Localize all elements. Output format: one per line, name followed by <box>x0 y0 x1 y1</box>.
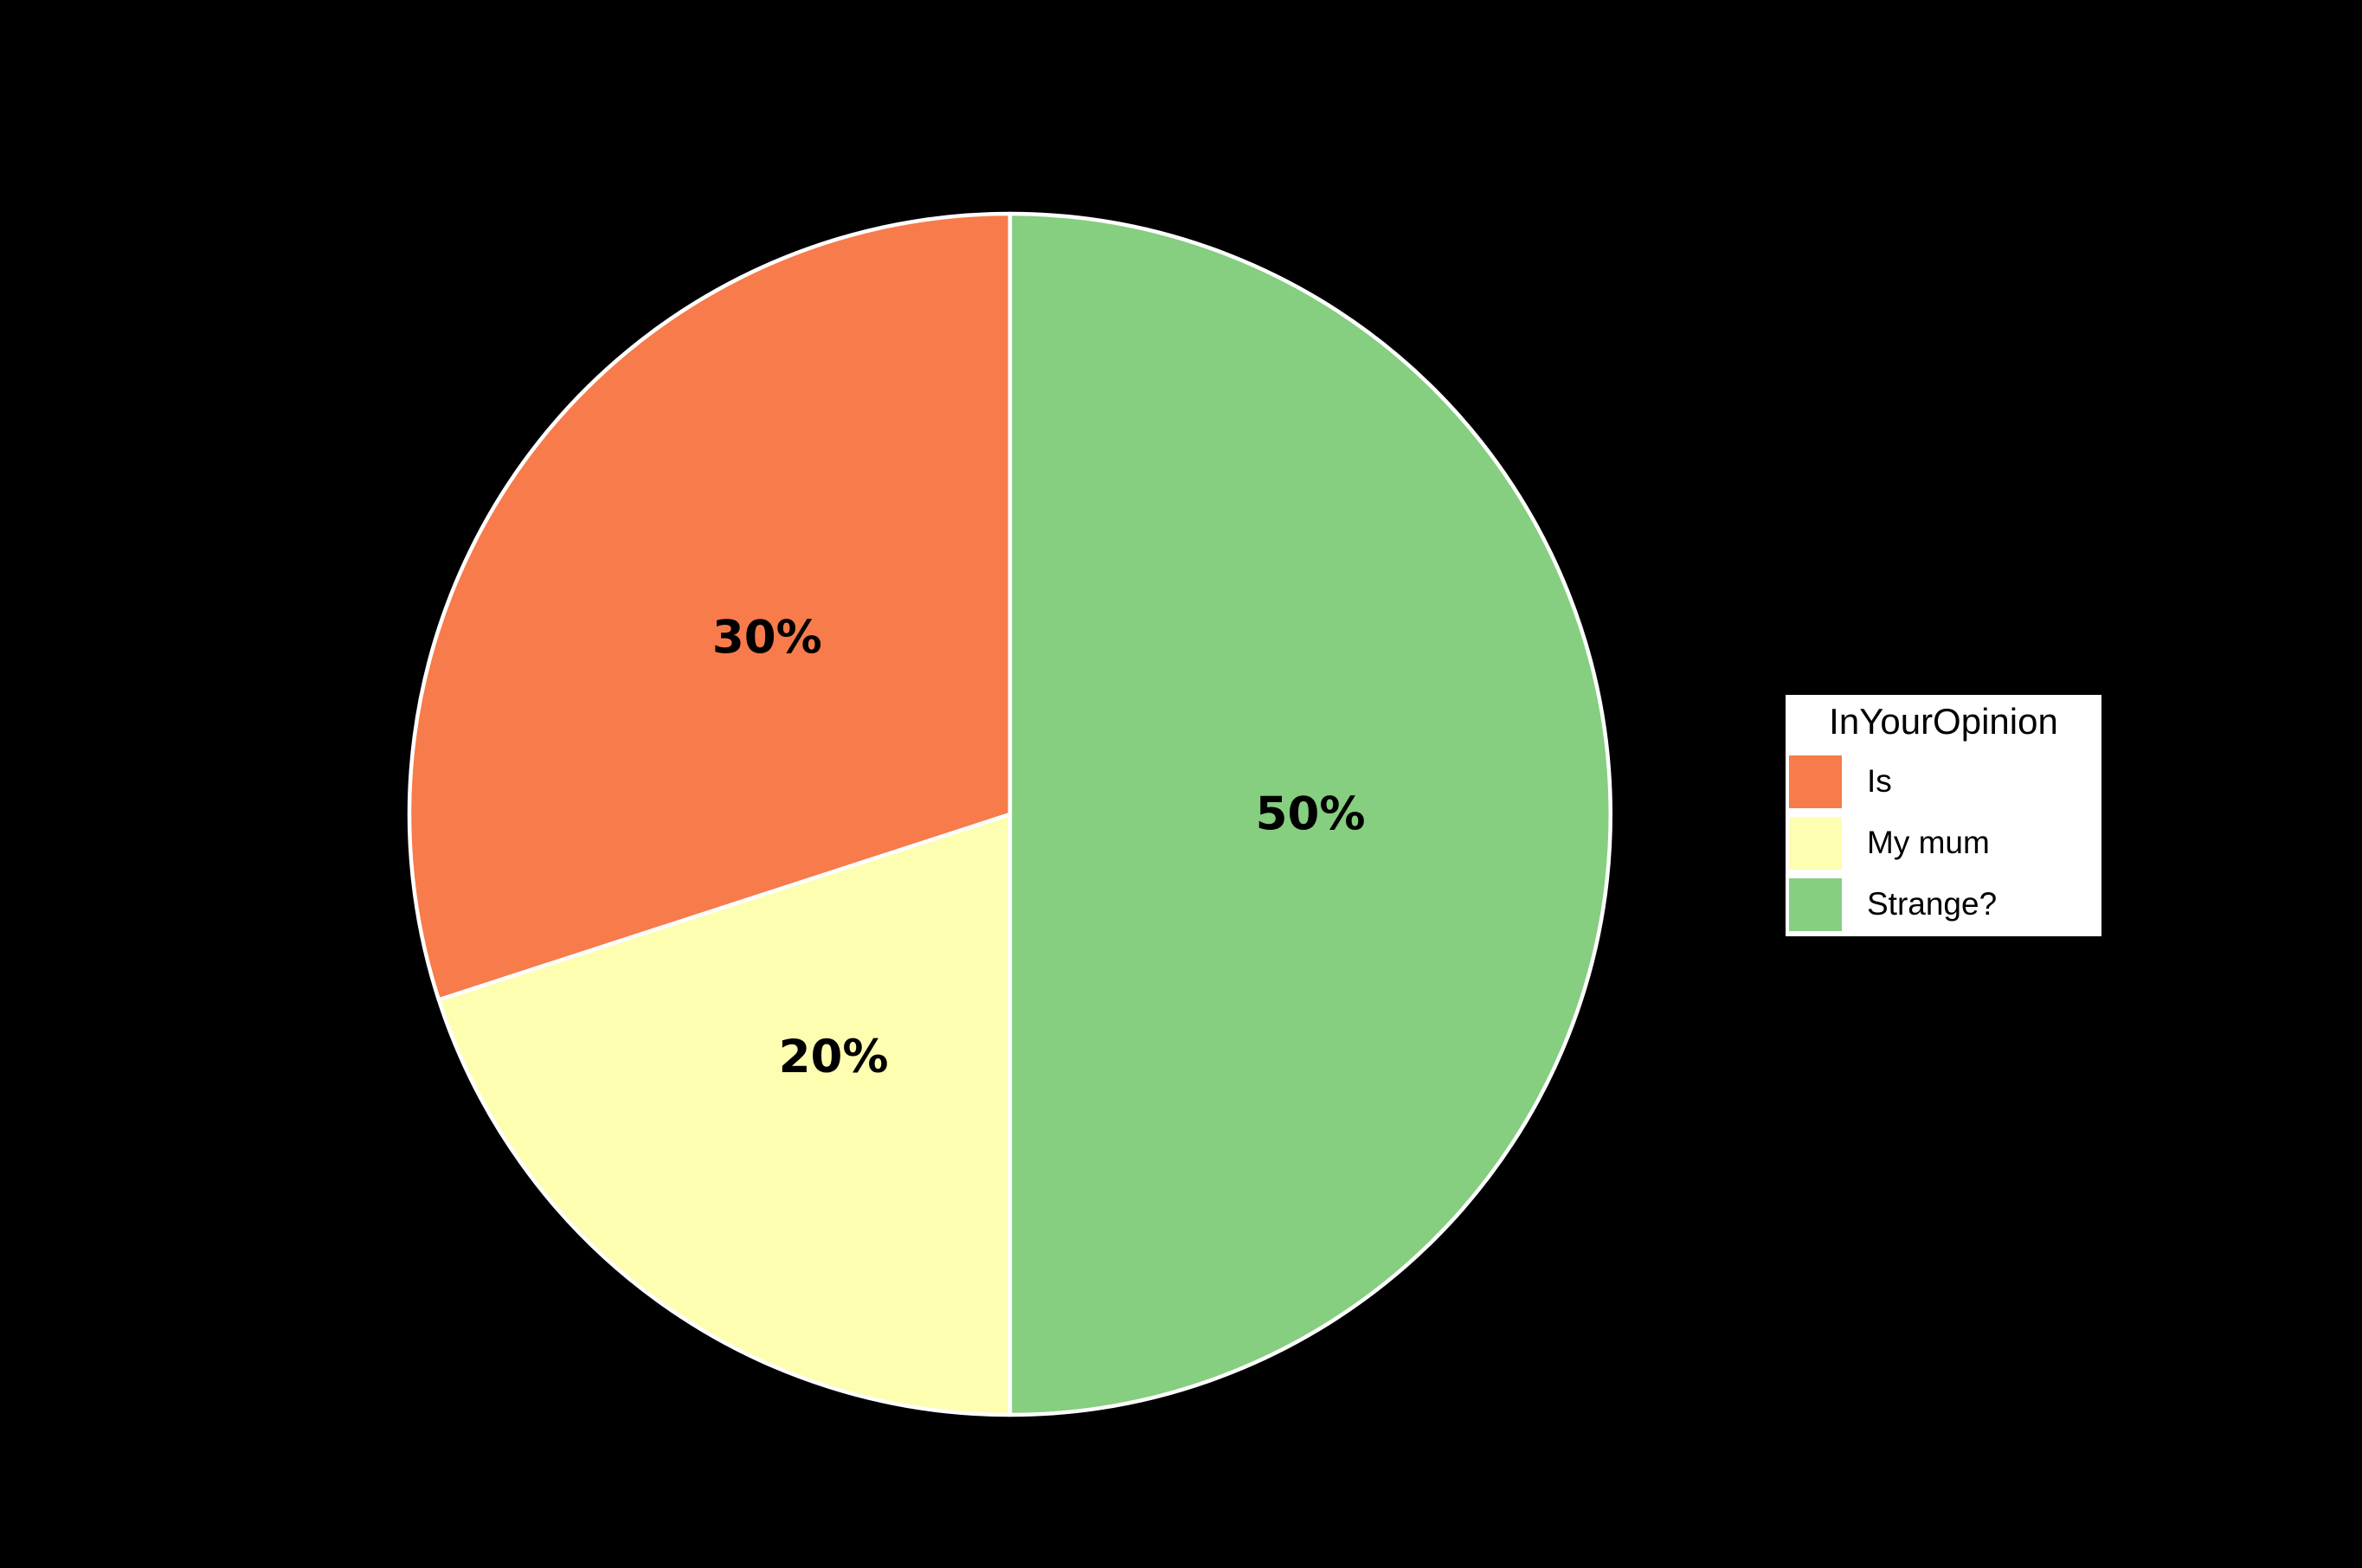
slice-percent-label: 30% <box>712 612 822 665</box>
legend-item-label: My mum <box>1867 824 1990 860</box>
legend-item: Is <box>1786 755 2101 808</box>
slice-percent-label: 50% <box>1256 788 1366 841</box>
legend-item-label: Is <box>1867 762 1892 799</box>
slice-percent-label: 20% <box>779 1031 889 1083</box>
pie-slice-my-mum <box>436 812 1013 1417</box>
pie-slice-is <box>407 211 1013 1002</box>
pie-slice-strange <box>1007 211 1613 1417</box>
legend-color-swatch <box>1789 755 1842 808</box>
legend-color-swatch <box>1789 817 1842 870</box>
legend-item-label: Strange? <box>1867 885 1998 922</box>
legend-item: My mum <box>1786 817 2101 870</box>
legend-color-swatch <box>1789 878 1842 931</box>
legend-title: InYourOpinion <box>1829 701 2058 742</box>
legend-item: Strange? <box>1786 878 2101 931</box>
legend: InYourOpinion Is My mum Strange? <box>1786 695 2101 936</box>
